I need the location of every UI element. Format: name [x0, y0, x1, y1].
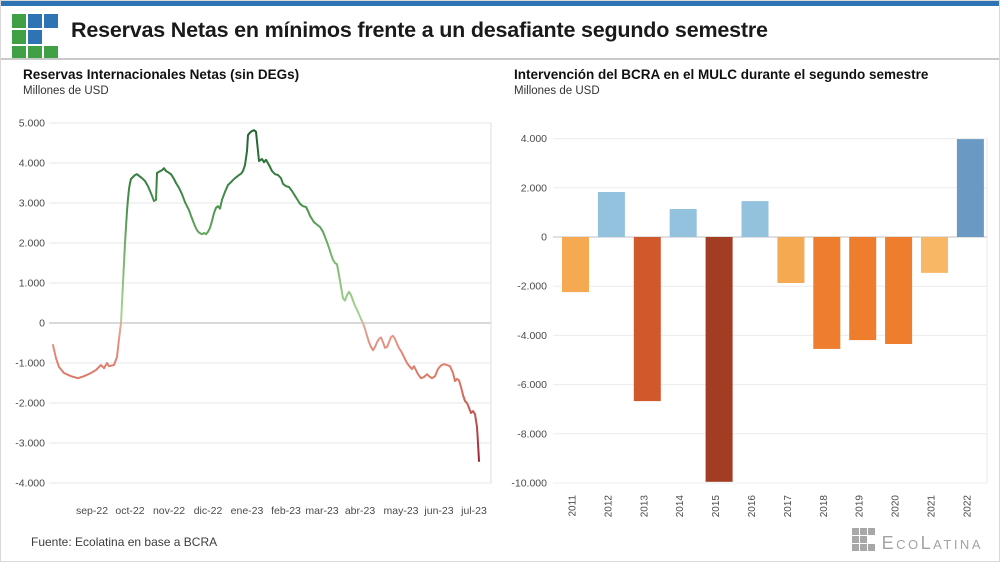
svg-text:2013: 2013: [639, 495, 650, 518]
svg-text:-8.000: -8.000: [517, 428, 547, 440]
svg-text:may-23: may-23: [383, 505, 418, 517]
bar-chart-title: Intervención del BCRA en el MULC durante…: [514, 67, 929, 82]
brand-seg: L: [920, 533, 934, 553]
svg-text:-6.000: -6.000: [517, 379, 547, 391]
bar-chart-subtitle: Millones de USD: [514, 85, 600, 97]
brand-seg: co: [896, 537, 921, 552]
svg-text:2020: 2020: [891, 495, 902, 518]
svg-text:0: 0: [541, 232, 547, 244]
svg-text:2019: 2019: [855, 495, 866, 518]
svg-text:5.000: 5.000: [19, 118, 45, 130]
svg-text:2.000: 2.000: [521, 182, 547, 194]
svg-text:3.000: 3.000: [19, 198, 45, 210]
svg-text:ene-23: ene-23: [231, 505, 264, 517]
svg-text:2022: 2022: [962, 495, 973, 518]
line-chart-title: Reservas Internacionales Netas (sin DEGs…: [23, 67, 300, 82]
svg-text:2.000: 2.000: [19, 238, 45, 250]
svg-text:2011: 2011: [568, 495, 579, 517]
svg-text:-4.000: -4.000: [15, 478, 45, 490]
ecolatina-brand-text: EcoLatina: [882, 534, 983, 553]
line-chart-subtitle: Millones de USD: [23, 85, 109, 97]
svg-text:-2.000: -2.000: [517, 281, 547, 293]
svg-text:2014: 2014: [675, 495, 686, 518]
ecolatina-brand: EcoLatina: [851, 528, 983, 553]
brand-seg: atina: [933, 537, 983, 552]
svg-text:jul-23: jul-23: [460, 505, 487, 517]
ecolatina-logo-mark: [12, 14, 58, 60]
ecolatina-logo-mark-gray: [851, 528, 875, 551]
top-accent-strip: [1, 1, 999, 6]
svg-text:jun-23: jun-23: [423, 505, 453, 517]
svg-text:2012: 2012: [603, 495, 614, 518]
svg-text:feb-23: feb-23: [271, 505, 301, 517]
svg-text:-2.000: -2.000: [15, 398, 45, 410]
svg-text:oct-22: oct-22: [115, 505, 144, 517]
svg-text:dic-22: dic-22: [194, 505, 223, 517]
svg-text:-3.000: -3.000: [15, 438, 45, 450]
svg-text:abr-23: abr-23: [345, 505, 376, 517]
svg-text:0: 0: [39, 318, 45, 330]
svg-text:mar-23: mar-23: [305, 505, 338, 517]
bcra-mulc-bar-chart: 4.000 2.000 0 -2.000 -4.000 -6.000 -8.000 -10.0…: [501, 106, 999, 541]
svg-text:2017: 2017: [783, 495, 794, 518]
brand-seg: E: [881, 533, 897, 553]
svg-text:4.000: 4.000: [521, 133, 547, 145]
svg-text:-4.000: -4.000: [517, 330, 547, 342]
svg-text:nov-22: nov-22: [153, 505, 185, 517]
svg-text:2015: 2015: [711, 495, 722, 518]
source-note: Fuente: Ecolatina en base a BCRA: [31, 535, 218, 549]
svg-text:1.000: 1.000: [19, 278, 45, 290]
header: Reservas Netas en mínimos frente a un de…: [1, 6, 999, 60]
svg-text:2018: 2018: [819, 495, 830, 518]
svg-text:-1.000: -1.000: [15, 358, 45, 370]
svg-text:4.000: 4.000: [19, 158, 45, 170]
svg-text:sep-22: sep-22: [76, 505, 108, 517]
header-divider: [1, 58, 999, 60]
net-reserves-line-chart: 5.000 4.000 3.000 2.000 1.000 0 -1.000 -2.000 -3…: [1, 106, 501, 541]
svg-text:2021: 2021: [927, 495, 938, 518]
svg-text:-10.000: -10.000: [511, 478, 547, 490]
page-title: Reservas Netas en mínimos frente a un de…: [71, 18, 768, 42]
svg-text:2016: 2016: [747, 495, 758, 518]
